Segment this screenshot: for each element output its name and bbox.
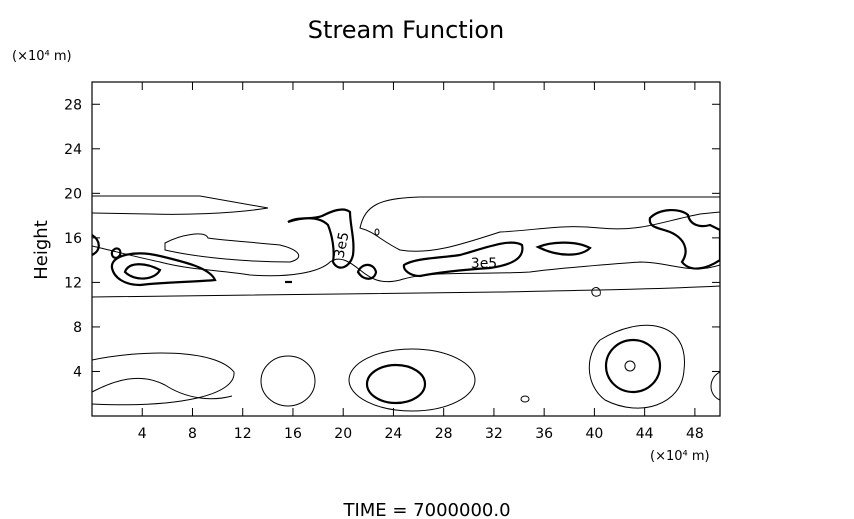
x-tick-label: 40 (585, 426, 603, 442)
x-tick-label: 44 (636, 426, 654, 442)
y-tick-label: 16 (64, 231, 82, 247)
y-tick-label: 28 (64, 97, 82, 113)
y-tick-label: 24 (64, 142, 82, 158)
x-tick-label: 28 (435, 426, 453, 442)
x-tick-label: 12 (234, 426, 252, 442)
contour (356, 263, 378, 280)
contour (402, 241, 524, 278)
y-tick-label: 8 (73, 320, 82, 336)
contour (110, 252, 217, 287)
contour (648, 209, 720, 270)
contour (92, 352, 235, 406)
contour (92, 234, 100, 256)
contour (604, 338, 662, 394)
y-tick-label: 4 (73, 364, 82, 380)
footer-time: TIME = 7000000.0 (342, 500, 510, 519)
contour (123, 263, 162, 280)
contour (92, 245, 720, 283)
y-unit: (×10⁴ m) (12, 49, 72, 64)
contour (710, 371, 720, 401)
contour (535, 241, 592, 256)
contour (588, 324, 685, 409)
contour (520, 395, 530, 403)
plot-frame (91, 81, 721, 417)
x-tick-label: 24 (385, 426, 403, 442)
contour (365, 363, 427, 405)
x-tick-label: 32 (485, 426, 503, 442)
x-unit: (×10⁴ m) (650, 449, 710, 464)
contour (92, 195, 269, 215)
y-tick-label: 20 (64, 186, 82, 202)
contour (287, 208, 355, 269)
contour (348, 348, 476, 412)
x-tick-label: 16 (284, 426, 302, 442)
contour (624, 360, 636, 372)
contour (359, 196, 720, 252)
contour (92, 377, 233, 400)
contour-label: 3e5 (332, 231, 353, 260)
chart-title: Stream Function (308, 16, 505, 44)
contour (260, 355, 316, 407)
contour (591, 287, 601, 297)
x-tick-label: 48 (686, 426, 704, 442)
contour-label: 3e5 (471, 256, 497, 272)
y-axis-label: Height (31, 220, 52, 280)
x-tick-label: 36 (535, 426, 553, 442)
x-tick-label: 20 (334, 426, 352, 442)
x-tick-label: 8 (188, 426, 197, 442)
contour (164, 233, 300, 263)
x-tick-label: 4 (138, 426, 147, 442)
contour (110, 247, 122, 259)
y-tick-label: 12 (64, 275, 82, 291)
contour (92, 285, 720, 298)
contour (374, 228, 380, 236)
contours (92, 195, 720, 412)
